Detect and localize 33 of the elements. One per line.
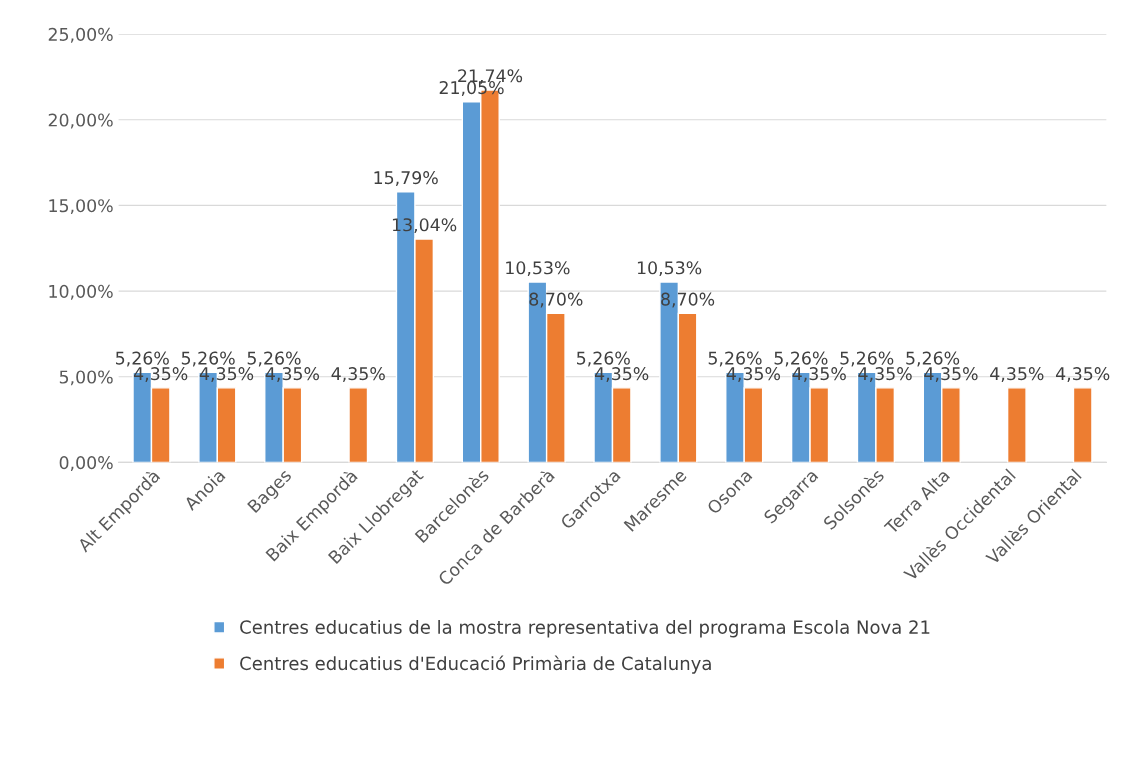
data-label: 10,53% bbox=[506, 261, 570, 277]
data-label: 5,26% bbox=[116, 351, 169, 367]
data-label: 4,35% bbox=[594, 367, 649, 382]
data-label: 4,35% bbox=[199, 367, 254, 382]
data-label: 10,53% bbox=[637, 261, 702, 277]
y-tick-label: 25,00% bbox=[48, 27, 113, 43]
data-label: 5,26% bbox=[840, 351, 894, 367]
bar bbox=[1006, 387, 1027, 463]
data-label: 4,35% bbox=[924, 367, 978, 382]
data-label: 5,26% bbox=[577, 351, 630, 367]
data-label: 5,26% bbox=[774, 351, 828, 367]
data-label: 15,79% bbox=[374, 171, 438, 187]
y-tick-label: 10,00% bbox=[49, 284, 113, 300]
data-label: 4,35% bbox=[726, 367, 781, 382]
bar bbox=[1072, 387, 1093, 463]
y-tick-label: 5,00% bbox=[59, 370, 113, 386]
legend-label: Centres educatius de la mostra representativa del programa Escola Nova 21 bbox=[240, 619, 930, 638]
data-label: 5,26% bbox=[181, 351, 235, 367]
data-label: 4,35% bbox=[990, 367, 1044, 382]
y-tick-label: 15,00% bbox=[49, 199, 113, 215]
data-label: 4,35% bbox=[858, 367, 912, 382]
data-label: 5,26% bbox=[708, 351, 762, 367]
data-label: 5,26% bbox=[247, 351, 301, 367]
data-label: 4,35% bbox=[792, 367, 846, 382]
data-label: 4,35% bbox=[331, 367, 385, 382]
data-label: 4,35% bbox=[133, 367, 188, 382]
y-tick-label: 0,00% bbox=[59, 456, 113, 471]
data-label: 5,26% bbox=[906, 351, 960, 367]
data-label: 4,35% bbox=[265, 367, 320, 382]
y-tick-label: 20,00% bbox=[48, 113, 113, 129]
data-label: 4,35% bbox=[1055, 367, 1110, 382]
bar bbox=[348, 387, 369, 463]
legend-label: Centres educatius d'Educació Primària de Catalunya bbox=[240, 655, 711, 674]
